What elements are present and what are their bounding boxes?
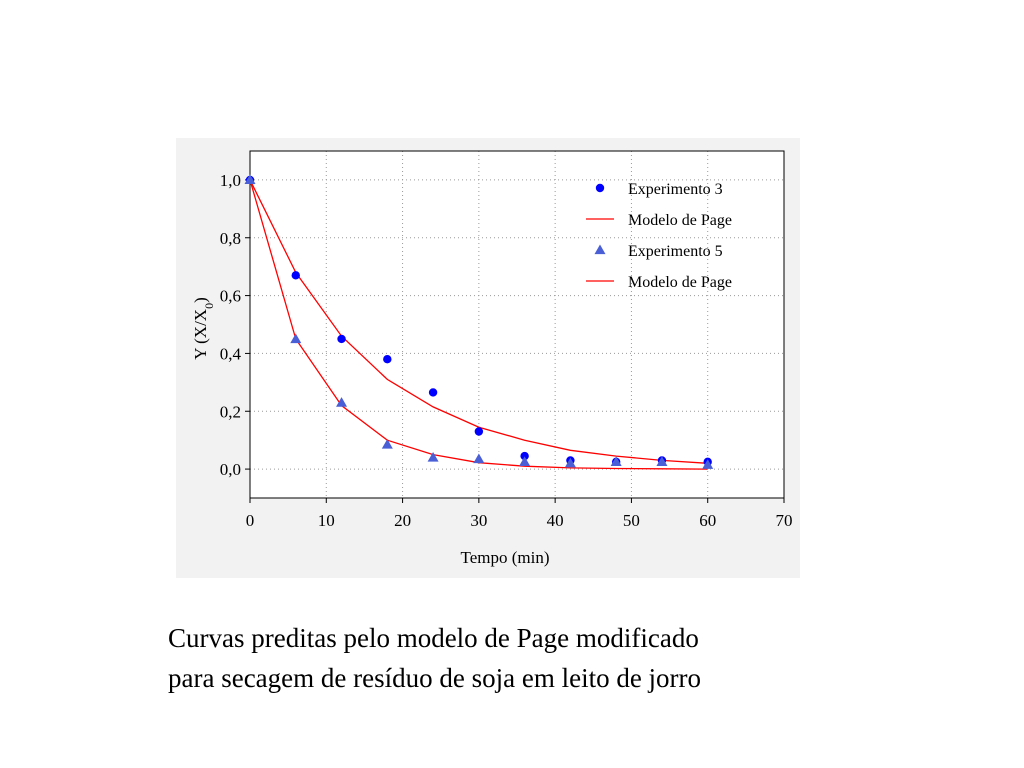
legend-label: Modelo de Page — [628, 274, 732, 291]
x-axis-label: Tempo (min) — [461, 548, 550, 567]
plot-frame — [249, 150, 785, 499]
caption: Curvas preditas pelo modelo de Page modi… — [168, 618, 906, 698]
data-point — [291, 271, 300, 280]
data-point — [519, 456, 531, 466]
data-point — [656, 456, 668, 466]
series-points-3 — [244, 174, 714, 469]
data-point — [290, 333, 302, 344]
x-tick-label: 20 — [394, 511, 411, 530]
data-point — [702, 459, 714, 469]
legend-label: Experimento 5 — [628, 243, 723, 260]
data-point — [428, 388, 438, 397]
data-point — [427, 452, 439, 462]
y-tick-label: 0,4 — [220, 344, 242, 363]
chart: 0 10 20 30 40 50 60 70 0,0 0,2 0,4 0,6 0,8 1,0 Tempo (… — [191, 150, 793, 567]
legend: Experimento 3 Modelo de Page Experimento 5… — [586, 181, 732, 291]
plot-area — [250, 151, 784, 498]
x-tick-label: 10 — [318, 511, 335, 530]
legend-label: Modelo de Page — [628, 212, 732, 229]
legend-marker — [595, 183, 605, 193]
data-point — [337, 334, 346, 344]
data-point — [473, 453, 485, 464]
x-tick-label: 40 — [547, 511, 564, 530]
y-axis-label-group: Y (X/X0) — [191, 297, 216, 360]
series-line-2 — [249, 179, 708, 464]
y-tick-label: 0,0 — [220, 460, 241, 479]
legend-label: Experimento 3 — [628, 181, 723, 198]
x-tick-label: 50 — [623, 511, 640, 530]
data-point — [520, 451, 529, 461]
chart-panel: 0 10 20 30 40 50 60 70 0,0 0,2 0,4 0,6 0,8 1,0 Tempo (… — [176, 138, 800, 578]
y-tick-label: 0,2 — [220, 402, 241, 421]
y-axis-label-close: ) — [191, 297, 210, 303]
y-axis-label-subscript: 0 — [202, 303, 216, 309]
caption-line-1: Curvas preditas pelo modelo de Page modi… — [168, 623, 699, 653]
y-axis-label: Y (X/X0) — [191, 297, 216, 360]
y-tick-label: 0,6 — [220, 287, 241, 306]
data-point — [336, 397, 348, 407]
y-axis-label-main: Y (X/X — [191, 309, 210, 360]
data-point — [383, 355, 392, 364]
data-point — [564, 457, 576, 468]
data-point — [610, 456, 622, 466]
x-tick-label: 60 — [699, 511, 716, 530]
legend-marker — [594, 244, 606, 255]
data-point — [381, 439, 393, 449]
y-tick-label: 0,8 — [220, 229, 241, 248]
y-tick-label: 1,0 — [220, 171, 241, 190]
caption-line-2: para secagem de resíduo de soja em leito… — [168, 663, 702, 693]
x-tick-label: 70 — [776, 511, 793, 530]
x-tick-label: 0 — [246, 511, 255, 530]
x-tick-label: 30 — [470, 511, 487, 530]
data-point — [244, 174, 256, 185]
data-point — [474, 427, 484, 436]
